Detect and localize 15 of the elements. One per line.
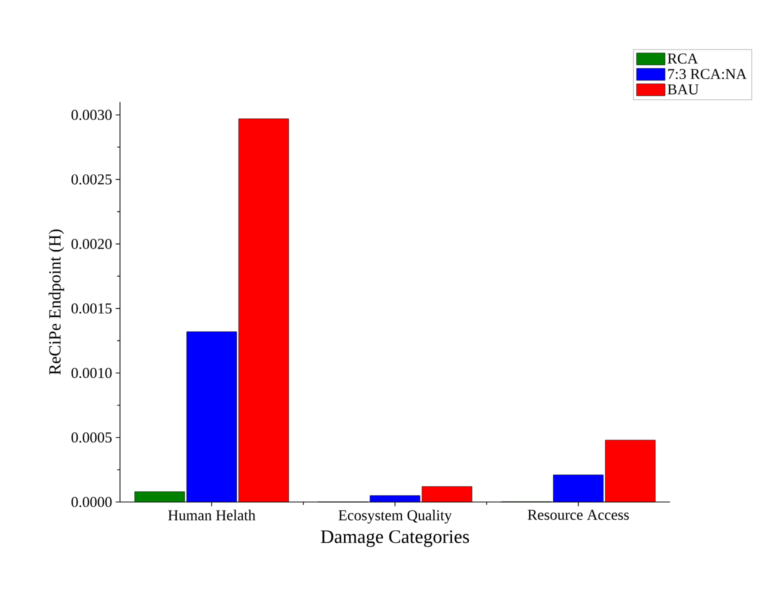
y-axis-title: ReCiPe Endpoint (H) bbox=[48, 230, 64, 375]
y-tick-label: 0.0030 bbox=[72, 110, 112, 120]
legend-label: BAU bbox=[668, 84, 699, 94]
y-tick-label: 0.0025 bbox=[72, 174, 112, 185]
y-tick-label: 0.0015 bbox=[72, 303, 112, 314]
x-tick-label: Ecosystem Quality bbox=[338, 510, 452, 524]
y-tick-label: 0.0010 bbox=[72, 368, 112, 378]
y-tick-label: 0.0000 bbox=[72, 496, 112, 508]
y-tick-label: 0.0005 bbox=[72, 432, 112, 443]
legend-label: 7:3 RCA:NA bbox=[668, 68, 747, 80]
y-tick-label: 0.0020 bbox=[72, 238, 112, 250]
x-axis-title: Damage Categories bbox=[320, 530, 469, 547]
x-tick-label: Resource Access bbox=[528, 510, 629, 520]
legend-label: RCA bbox=[668, 54, 698, 64]
x-tick-label: Human Helath bbox=[168, 510, 256, 520]
